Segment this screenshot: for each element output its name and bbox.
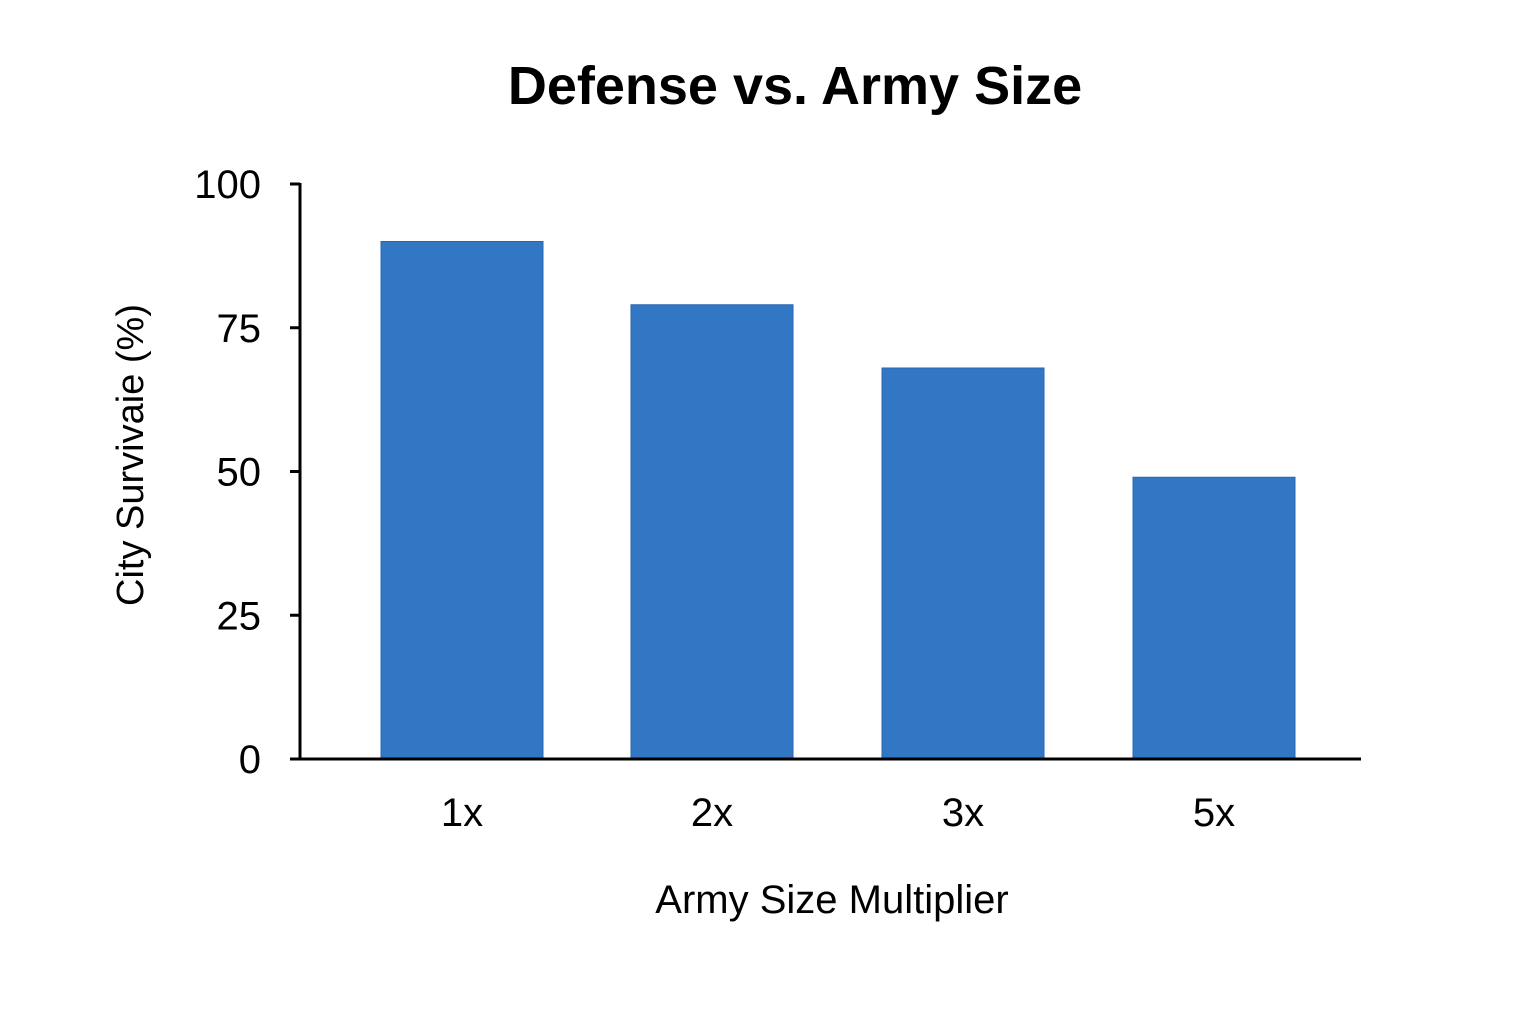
x-tick-label: 3x xyxy=(942,791,984,835)
y-axis-label: City Survivaie (%) xyxy=(110,304,152,606)
x-axis-label: Army Size Multiplier xyxy=(655,878,1008,922)
y-tick-label: 75 xyxy=(217,307,262,351)
bar-2x xyxy=(630,304,794,760)
x-tick-label: 2x xyxy=(691,791,733,835)
y-tick-label: 50 xyxy=(217,451,262,495)
y-tick-label: 100 xyxy=(194,163,261,207)
x-tick-label: 5x xyxy=(1193,791,1235,835)
bar-5x xyxy=(1132,476,1296,760)
chart-title: Defense vs. Army Size xyxy=(508,56,1082,116)
y-tick-label: 0 xyxy=(239,738,261,782)
x-tick-label: 1x xyxy=(441,791,483,835)
bar-1x xyxy=(380,241,544,760)
y-tick-label: 25 xyxy=(217,594,262,638)
bar-3x xyxy=(881,367,1045,760)
